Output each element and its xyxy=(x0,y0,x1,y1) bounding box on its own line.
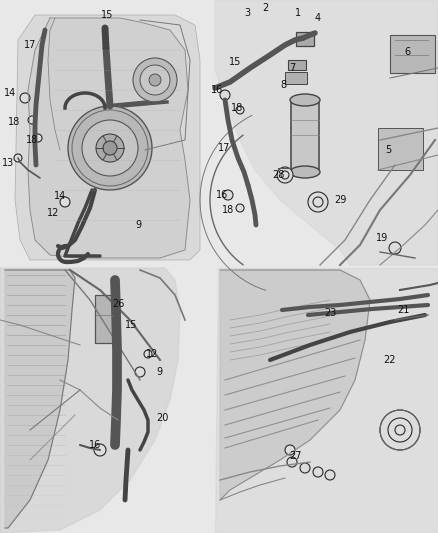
Text: 16: 16 xyxy=(216,190,228,200)
Circle shape xyxy=(389,242,401,254)
Text: 9: 9 xyxy=(156,367,162,377)
Polygon shape xyxy=(5,270,75,528)
Text: 22: 22 xyxy=(384,355,396,365)
Circle shape xyxy=(300,463,310,473)
Text: 6: 6 xyxy=(404,47,410,57)
Polygon shape xyxy=(220,270,370,500)
Circle shape xyxy=(236,204,244,212)
Circle shape xyxy=(395,425,405,435)
Circle shape xyxy=(133,58,177,102)
Text: 21: 21 xyxy=(397,305,409,315)
Text: 3: 3 xyxy=(244,8,250,18)
Polygon shape xyxy=(15,15,200,260)
Circle shape xyxy=(313,467,323,477)
Text: 29: 29 xyxy=(334,195,346,205)
Bar xyxy=(285,72,307,84)
Polygon shape xyxy=(215,268,438,533)
Circle shape xyxy=(60,197,70,207)
Text: 12: 12 xyxy=(47,208,59,218)
Text: 16: 16 xyxy=(211,85,223,95)
Circle shape xyxy=(144,350,152,358)
Text: 1: 1 xyxy=(295,8,301,18)
Circle shape xyxy=(140,65,170,95)
Text: 28: 28 xyxy=(272,170,284,180)
Circle shape xyxy=(380,410,420,450)
Circle shape xyxy=(325,470,335,480)
Text: 13: 13 xyxy=(2,158,14,168)
Circle shape xyxy=(103,141,117,155)
Text: 19: 19 xyxy=(376,233,388,243)
Circle shape xyxy=(14,154,22,162)
Circle shape xyxy=(20,93,30,103)
Text: 7: 7 xyxy=(289,63,295,73)
Bar xyxy=(296,32,314,46)
Circle shape xyxy=(94,444,106,456)
Circle shape xyxy=(281,171,289,179)
Polygon shape xyxy=(215,0,438,265)
Text: 26: 26 xyxy=(112,299,124,309)
Circle shape xyxy=(220,90,230,100)
Circle shape xyxy=(68,106,152,190)
Ellipse shape xyxy=(290,166,320,178)
Text: 18: 18 xyxy=(26,135,38,145)
Bar xyxy=(288,60,306,70)
Text: 17: 17 xyxy=(24,40,36,50)
Circle shape xyxy=(277,167,293,183)
Text: 15: 15 xyxy=(125,320,137,330)
Text: 18: 18 xyxy=(222,205,234,215)
Text: 18: 18 xyxy=(231,103,243,113)
Circle shape xyxy=(34,134,42,142)
Circle shape xyxy=(96,134,124,162)
Circle shape xyxy=(313,197,323,207)
Text: 18: 18 xyxy=(8,117,20,127)
Text: 5: 5 xyxy=(385,145,391,155)
Text: 14: 14 xyxy=(54,191,66,201)
Text: 4: 4 xyxy=(315,13,321,23)
Bar xyxy=(390,35,435,73)
Bar xyxy=(378,128,423,170)
Circle shape xyxy=(308,192,328,212)
Text: 17: 17 xyxy=(218,143,230,153)
Text: 16: 16 xyxy=(89,440,101,450)
Circle shape xyxy=(223,190,233,200)
Bar xyxy=(95,295,113,343)
Text: 12: 12 xyxy=(146,349,158,359)
Polygon shape xyxy=(0,268,180,533)
Circle shape xyxy=(149,74,161,86)
Bar xyxy=(291,100,319,172)
Text: 27: 27 xyxy=(289,451,301,461)
Circle shape xyxy=(82,120,138,176)
Circle shape xyxy=(287,457,297,467)
Circle shape xyxy=(236,106,244,114)
Polygon shape xyxy=(28,18,190,258)
Text: 15: 15 xyxy=(229,57,241,67)
Ellipse shape xyxy=(290,94,320,106)
Text: 20: 20 xyxy=(156,413,168,423)
Circle shape xyxy=(135,367,145,377)
Circle shape xyxy=(28,116,36,124)
Text: 15: 15 xyxy=(101,10,113,20)
Text: 8: 8 xyxy=(280,80,286,90)
Circle shape xyxy=(285,445,295,455)
Text: 14: 14 xyxy=(4,88,16,98)
Text: 2: 2 xyxy=(262,3,268,13)
Text: 9: 9 xyxy=(135,220,141,230)
Text: 23: 23 xyxy=(324,308,336,318)
Circle shape xyxy=(388,418,412,442)
